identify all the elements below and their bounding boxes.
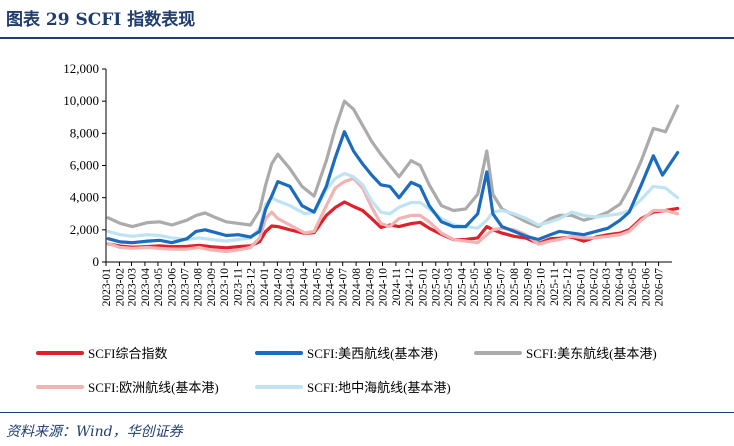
series-line-3 bbox=[106, 99, 680, 229]
x-tick-label: 2025-04 bbox=[456, 268, 468, 307]
y-tick-label: 12,000 bbox=[63, 61, 99, 76]
x-tick-label: 2025-12 bbox=[562, 268, 574, 307]
x-tick-label: 2024-10 bbox=[378, 268, 390, 307]
x-tick-label: 2026-02 bbox=[589, 268, 601, 307]
x-tick-label: 2026-01 bbox=[575, 268, 587, 307]
x-tick-label: 2025-11 bbox=[549, 268, 561, 306]
figure-title: 图表 29 SCFI 指数表现 bbox=[6, 10, 196, 30]
x-tick-label: 2025-05 bbox=[469, 268, 481, 307]
x-tick-label: 2023-06 bbox=[166, 268, 178, 307]
y-tick-label: 0 bbox=[93, 254, 100, 269]
x-tick-label: 2023-03 bbox=[127, 268, 139, 307]
header-divider bbox=[0, 37, 734, 39]
x-tick-label: 2026-07 bbox=[654, 268, 666, 307]
x-tick-label: 2024-03 bbox=[285, 268, 297, 307]
x-tick-label: 2023-05 bbox=[153, 268, 165, 307]
x-tick-label: 2024-06 bbox=[325, 268, 337, 307]
series-line-4 bbox=[106, 176, 680, 254]
legend-label-4: SCFI:欧洲航线(基本港) bbox=[88, 380, 219, 395]
x-tick-label: 2023-09 bbox=[206, 268, 218, 307]
x-tick-label: 2026-05 bbox=[627, 268, 639, 307]
x-tick-label: 2025-06 bbox=[483, 268, 495, 307]
x-tick-label: 2025-03 bbox=[443, 268, 455, 307]
x-tick-label: 2023-11 bbox=[233, 268, 245, 306]
x-tick-label: 2023-01 bbox=[101, 268, 113, 307]
x-tick-label: 2024-05 bbox=[311, 268, 323, 307]
x-tick-label: 2025-01 bbox=[417, 268, 429, 307]
x-tick-label: 2024-12 bbox=[404, 268, 416, 307]
y-tick-label: 10,000 bbox=[63, 93, 99, 108]
x-tick-label: 2023-02 bbox=[114, 268, 126, 307]
x-tick-label: 2025-10 bbox=[535, 268, 547, 307]
x-tick-label: 2023-10 bbox=[219, 268, 231, 307]
footer-divider bbox=[0, 412, 734, 413]
x-tick-label: 2023-12 bbox=[246, 268, 258, 307]
legend-label-3: SCFI:美东航线(基本港) bbox=[526, 346, 657, 361]
x-tick-label: 2024-08 bbox=[351, 268, 363, 307]
x-tick-label: 2023-04 bbox=[140, 268, 152, 307]
y-tick-label: 8,000 bbox=[70, 125, 99, 140]
x-tick-label: 2025-07 bbox=[496, 268, 508, 307]
x-tick-label: 2025-09 bbox=[522, 268, 534, 307]
scfi-line-chart: 0 2,000 4,000 6,000 8,000 10,000 12,000 2023-0… bbox=[36, 61, 680, 395]
series-line-2 bbox=[106, 130, 680, 245]
x-axis: 2023-01 2023-02 2023-03 2023-04 2023-05 2023-… bbox=[101, 261, 672, 307]
x-tick-label: 2026-03 bbox=[601, 268, 613, 307]
x-tick-label: 2025-08 bbox=[509, 268, 521, 307]
source-note: 资料来源：Wind，华创证券 bbox=[6, 424, 183, 440]
y-tick-label: 2,000 bbox=[70, 222, 99, 237]
x-tick-label: 2023-07 bbox=[179, 268, 191, 307]
figure-header: 图表 29 SCFI 指数表现 bbox=[0, 0, 734, 40]
x-tick-label: 2024-02 bbox=[272, 268, 284, 307]
legend-label-5: SCFI:地中海航线(基本港) bbox=[307, 380, 451, 395]
x-tick-label: 2026-06 bbox=[641, 268, 653, 307]
series-line-5 bbox=[106, 171, 680, 243]
legend: SCFI综合指数 SCFI:美西航线(基本港) SCFI:美东航线(基本港) SCFI… bbox=[36, 346, 657, 395]
x-tick-label: 2024-09 bbox=[365, 268, 377, 307]
legend-label-2: SCFI:美西航线(基本港) bbox=[307, 346, 438, 361]
x-tick-label: 2024-07 bbox=[338, 268, 350, 307]
legend-label-1: SCFI综合指数 bbox=[88, 346, 167, 361]
x-tick-label: 2023-08 bbox=[193, 268, 205, 307]
x-tick-label: 2026-04 bbox=[614, 268, 626, 307]
x-tick-label: 2024-01 bbox=[259, 268, 271, 307]
x-tick-label: 2024-11 bbox=[391, 268, 403, 306]
x-tick-label: 2025-02 bbox=[431, 268, 443, 307]
y-axis: 0 2,000 4,000 6,000 8,000 10,000 12,000 bbox=[63, 61, 107, 269]
y-tick-label: 6,000 bbox=[70, 158, 99, 173]
y-tick-label: 4,000 bbox=[70, 190, 99, 205]
x-tick-label: 2024-04 bbox=[298, 268, 310, 307]
series-lines bbox=[106, 99, 680, 254]
